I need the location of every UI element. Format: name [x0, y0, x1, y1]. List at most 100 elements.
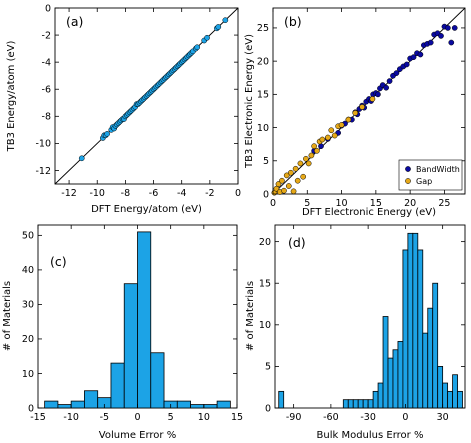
panel-d-ytick-label: 10 — [259, 320, 271, 331]
panel-b-point-gap — [275, 181, 282, 187]
panel-a-xtick-label: -12 — [61, 188, 77, 199]
panel-b-point-gap — [290, 188, 297, 195]
panel-c-ytick-label: 40 — [22, 265, 34, 276]
panel-b-ytick-label: 10 — [257, 123, 269, 134]
panel-c-xtick-label: 15 — [231, 412, 243, 423]
panel-b-point-bandwidth — [438, 33, 444, 39]
panel-a-xtick-label: -2 — [205, 188, 214, 199]
legend-marker-gap — [405, 178, 411, 184]
panel-b-xtick-label: 20 — [404, 198, 416, 209]
panel-a-xtick-label: 0 — [235, 188, 241, 199]
panel-c-bar — [137, 231, 152, 409]
panel-b-xtick-label: 0 — [270, 198, 276, 209]
panel-c-ticks: -15 -10 -5 0 5 10 15 0 10 20 30 40 50 — [22, 225, 243, 423]
panel-b-point-gap — [273, 185, 280, 192]
panel-d-bar — [402, 249, 409, 409]
panel-a-point — [194, 44, 201, 51]
panel-d: -90 -60 -30 0 30 0 5 10 15 20 (d) Bulk Modulus Er… — [245, 224, 466, 441]
panel-d-label: (d) — [288, 235, 306, 250]
panel-d-bar — [362, 399, 369, 409]
panel-d-bar — [347, 399, 354, 409]
panel-b-point-gap — [294, 177, 301, 184]
panel-c-xtick-label: -15 — [30, 412, 46, 423]
panel-d-bar — [367, 399, 374, 409]
panel-c-ytick-label: 30 — [22, 300, 34, 311]
panel-d-bar — [377, 382, 384, 409]
panel-d-xtick-label: 30 — [437, 412, 449, 423]
panel-b-point-gap — [308, 152, 315, 159]
panel-b-point-gap — [338, 122, 345, 128]
panel-b-point-bandwidth — [383, 84, 389, 91]
panel-c-xlabel: Volume Error % — [99, 430, 176, 441]
panel-c-xtick-label: 10 — [198, 412, 210, 423]
panel-a-point — [78, 155, 85, 162]
panel-b-point-gap — [328, 127, 335, 134]
panel-c-xtick-label: -10 — [63, 412, 79, 423]
panel-b-frame — [272, 7, 466, 195]
panel-d-bar — [407, 232, 414, 409]
panel-b-point-gap — [352, 110, 359, 116]
panel-b-point-gap — [292, 165, 299, 172]
panel-d-xlabel: Bulk Modulus Error % — [317, 430, 424, 441]
panel-d-bar — [437, 366, 444, 409]
panel-b-point-bandwidth — [451, 25, 458, 31]
panel-d-xtick-label: 0 — [402, 412, 408, 423]
panel-d-ytick-label: 15 — [259, 279, 271, 290]
panel-c-xtick-label: -5 — [100, 412, 109, 423]
panel-c-bar — [123, 283, 138, 409]
panel-d-bar — [357, 399, 364, 409]
panel-b-ytick-label: 20 — [257, 56, 269, 67]
panel-c-xtick-label: 0 — [134, 412, 140, 423]
panel-d-bar — [417, 249, 424, 409]
panel-b-points — [271, 23, 458, 196]
panel-d-ytick-label: 5 — [265, 362, 271, 373]
panel-c-bar — [57, 404, 72, 409]
legend-label-gap: Gap — [416, 177, 432, 186]
panel-b-point-gap — [300, 173, 307, 180]
panel-d-bar — [382, 316, 389, 409]
panel-d-ylabel: # of Materials — [245, 281, 256, 351]
panel-b-point-bandwidth — [445, 25, 451, 31]
panel-b-point-gap — [305, 160, 312, 167]
panel-c-bar — [110, 362, 125, 409]
panel-a-points — [78, 17, 229, 162]
panel-b-point-gap — [345, 116, 352, 123]
panel-a-ytick-label: -6 — [42, 85, 51, 96]
panel-c-bar — [150, 352, 165, 409]
panel-d-bar — [392, 349, 399, 409]
panel-b-label: (b) — [284, 14, 302, 29]
panel-d-bar — [427, 307, 434, 409]
panel-c-ytick-label: 50 — [22, 231, 34, 242]
panel-d-ytick-label: 20 — [259, 237, 271, 248]
panel-a-frame — [54, 7, 239, 185]
panel-a-ytick-label: -8 — [42, 112, 51, 123]
panel-c-bars — [44, 231, 231, 409]
panel-b-xtick-label: 5 — [304, 198, 310, 209]
panel-b-point-bandwidth — [403, 61, 410, 68]
panel-a-point — [215, 24, 222, 30]
panel-a-ytick-label: -10 — [35, 139, 51, 150]
panel-d-bar — [422, 332, 429, 409]
panel-b-ytick-label: 15 — [257, 90, 269, 101]
panel-b-point-gap — [287, 169, 294, 176]
panel-a-xtick-label: -6 — [149, 188, 158, 199]
panel-b-point-bandwidth — [375, 91, 381, 98]
panel-b-point-gap — [281, 187, 287, 194]
panel-c-bar — [70, 400, 85, 409]
panel-a-ytick-label: 0 — [45, 3, 51, 14]
panel-a-ticks: -12 -10 -8 -6 -4 -2 0 -12 -10 -8 -6 -4 -2 0 — [35, 3, 241, 199]
panel-a-ytick-label: -2 — [42, 30, 51, 41]
panel-b-point-gap — [297, 160, 304, 167]
panel-c-ytick-label: 0 — [28, 403, 34, 414]
panel-b-ytick-label: 0 — [263, 189, 269, 200]
panel-c-bar — [190, 404, 205, 409]
panel-d-bars — [278, 232, 463, 409]
panel-b-ticks: 0 5 10 15 20 25 0 5 10 15 20 25 — [257, 8, 465, 209]
panel-a-point — [204, 34, 210, 41]
panel-b-point-gap — [331, 132, 338, 139]
panel-b-point-gap — [359, 104, 365, 110]
panel-d-bar — [372, 390, 379, 409]
panel-d-bar — [412, 232, 419, 409]
panel-d-bar — [457, 390, 463, 409]
